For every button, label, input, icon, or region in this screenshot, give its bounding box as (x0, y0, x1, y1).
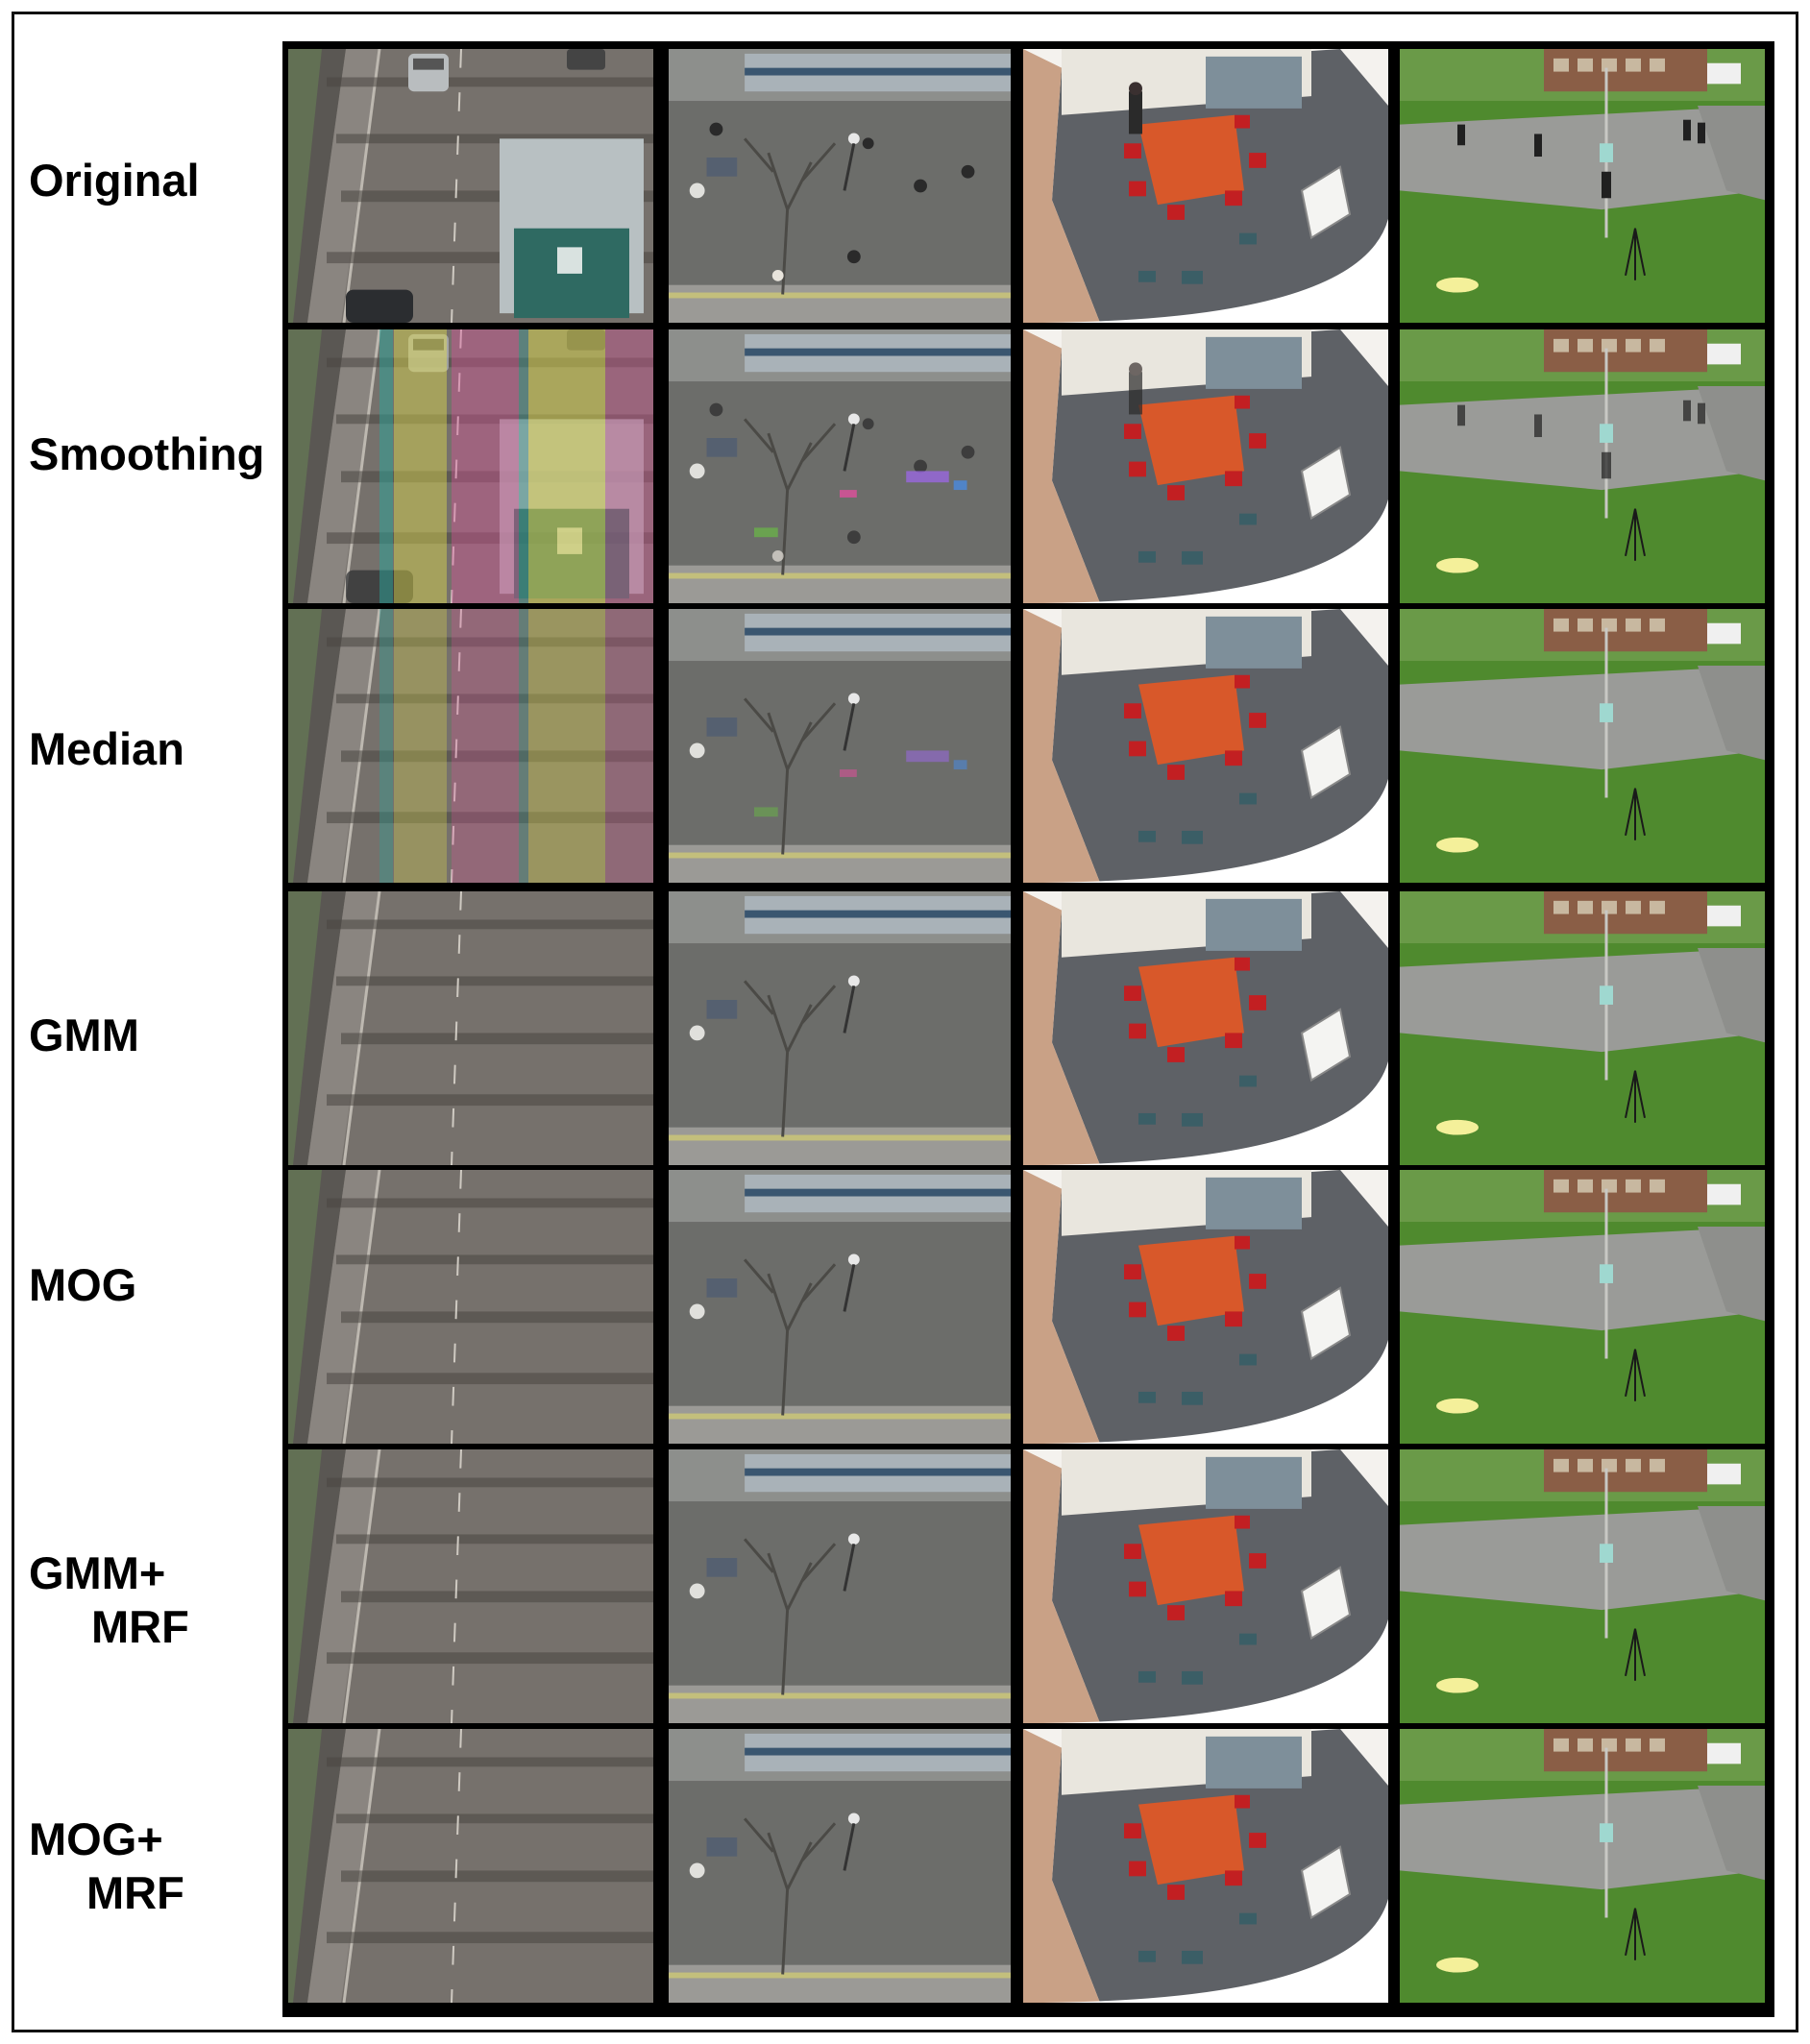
row-label-smoothing: Smoothing (29, 427, 264, 481)
meeting-room-scene-icon (1023, 891, 1388, 1165)
campus-scene-icon (1400, 609, 1765, 883)
result-image-gmm-street-overhead (669, 891, 1011, 1165)
row-label-text: Original (29, 155, 200, 206)
row-label-gmm: GMM (29, 1009, 139, 1062)
row-label-text: Median (29, 723, 184, 774)
row-label-text: Smoothing (29, 428, 265, 479)
result-image-median-highway (288, 609, 653, 883)
result-image-median-meeting-room (1023, 609, 1388, 883)
result-image-mog-mrf-campus-lawn (1400, 1729, 1765, 2003)
meeting-room-scene-icon (1023, 329, 1388, 603)
result-image-original-meeting-room (1023, 49, 1388, 323)
street-scene-icon (669, 49, 1011, 323)
row-label-median: Median (29, 722, 184, 776)
street-scene-icon (669, 609, 1011, 883)
street-scene-icon (669, 1170, 1011, 1444)
result-image-gmm-mrf-highway (288, 1449, 653, 1723)
result-image-mog-highway (288, 1170, 653, 1444)
result-image-original-campus-lawn (1400, 49, 1765, 323)
campus-scene-icon (1400, 1449, 1765, 1723)
highway-scene-icon (288, 891, 653, 1165)
meeting-room-scene-icon (1023, 1449, 1388, 1723)
result-image-gmm-mrf-meeting-room (1023, 1449, 1388, 1723)
row-label-text: GMM+ (29, 1547, 166, 1598)
row-label-text-line2: MRF (91, 1601, 189, 1652)
result-image-mog-mrf-street-overhead (669, 1729, 1011, 2003)
result-image-gmm-meeting-room (1023, 891, 1388, 1165)
result-image-gmm-campus-lawn (1400, 891, 1765, 1165)
row-label-original: Original (29, 154, 200, 207)
row-label-gmm-mrf: GMM+ MRF (29, 1546, 189, 1654)
result-image-median-street-overhead (669, 609, 1011, 883)
result-image-gmm-highway (288, 891, 653, 1165)
row-label-mog-mrf: MOG+ MRF (29, 1813, 184, 1920)
result-image-gmm-mrf-street-overhead (669, 1449, 1011, 1723)
campus-scene-icon (1400, 1170, 1765, 1444)
highway-scene-icon (288, 1729, 653, 2003)
highway-scene-icon (288, 609, 653, 883)
result-image-original-highway (288, 49, 653, 323)
result-image-median-campus-lawn (1400, 609, 1765, 883)
row-label-text: MOG (29, 1259, 137, 1310)
street-scene-icon (669, 1729, 1011, 2003)
result-image-mog-meeting-room (1023, 1170, 1388, 1444)
street-scene-icon (669, 329, 1011, 603)
highway-scene-icon (288, 329, 653, 603)
row-label-text: GMM (29, 1010, 139, 1060)
result-image-original-street-overhead (669, 49, 1011, 323)
meeting-room-scene-icon (1023, 1729, 1388, 2003)
result-image-smoothing-highway (288, 329, 653, 603)
row-label-mog: MOG (29, 1258, 136, 1312)
result-image-smoothing-meeting-room (1023, 329, 1388, 603)
result-image-mog-campus-lawn (1400, 1170, 1765, 1444)
meeting-room-scene-icon (1023, 49, 1388, 323)
campus-scene-icon (1400, 49, 1765, 323)
row-label-text: MOG+ (29, 1813, 163, 1864)
campus-scene-icon (1400, 891, 1765, 1165)
meeting-room-scene-icon (1023, 1170, 1388, 1444)
meeting-room-scene-icon (1023, 609, 1388, 883)
highway-scene-icon (288, 1170, 653, 1444)
street-scene-icon (669, 1449, 1011, 1723)
result-image-mog-mrf-meeting-room (1023, 1729, 1388, 2003)
campus-scene-icon (1400, 1729, 1765, 2003)
highway-scene-icon (288, 1449, 653, 1723)
result-image-gmm-mrf-campus-lawn (1400, 1449, 1765, 1723)
result-image-smoothing-street-overhead (669, 329, 1011, 603)
result-image-mog-street-overhead (669, 1170, 1011, 1444)
result-image-smoothing-campus-lawn (1400, 329, 1765, 603)
result-image-mog-mrf-highway (288, 1729, 653, 2003)
campus-scene-icon (1400, 329, 1765, 603)
row-label-text-line2: MRF (86, 1867, 184, 1918)
highway-scene-icon (288, 49, 653, 323)
street-scene-icon (669, 891, 1011, 1165)
